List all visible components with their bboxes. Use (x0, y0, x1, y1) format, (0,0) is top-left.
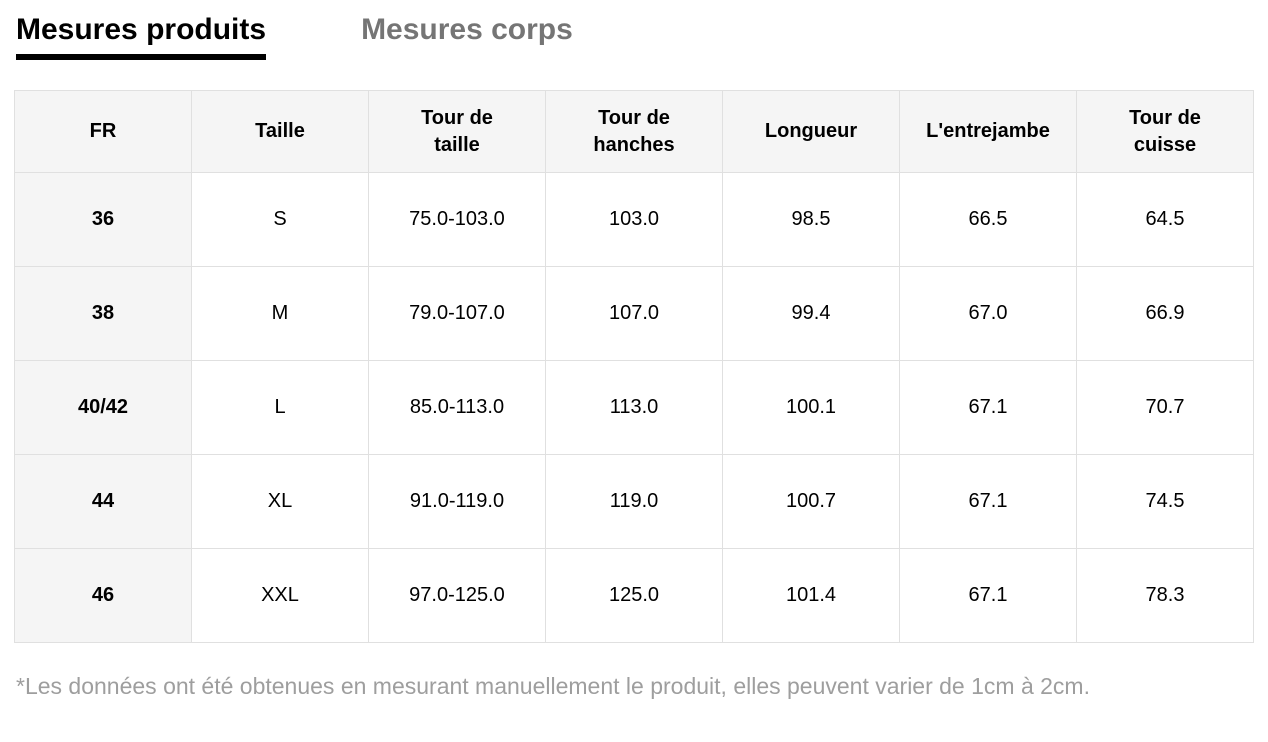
measurement-cell: 66.9 (1076, 266, 1254, 361)
measurement-cell: 100.7 (722, 454, 900, 549)
table-header: FR Taille Tour de taille Tour de hanches Lon… (14, 90, 1254, 173)
measurement-cell: 70.7 (1076, 360, 1254, 455)
measurement-cell: 125.0 (545, 548, 723, 643)
measurement-cell: 67.1 (899, 454, 1077, 549)
column-header: Taille (191, 90, 369, 173)
measurement-cell: 64.5 (1076, 172, 1254, 267)
measurement-cell: 98.5 (722, 172, 900, 267)
measurement-cell: 91.0-119.0 (368, 454, 546, 549)
tab-mesures-corps[interactable]: Mesures corps (361, 13, 573, 46)
column-header: FR (14, 90, 192, 173)
measurement-cell: XL (191, 454, 369, 549)
table-row: 36 S 75.0-103.0 103.0 98.5 66.5 64.5 (14, 172, 1254, 267)
measurement-cell: 113.0 (545, 360, 723, 455)
tab-mesures-produits[interactable]: Mesures produits (16, 12, 267, 60)
measurement-cell: 119.0 (545, 454, 723, 549)
measurement-cell: 97.0-125.0 (368, 548, 546, 643)
measurement-cell: 85.0-113.0 (368, 360, 546, 455)
measurement-cell: S (191, 172, 369, 267)
measurement-cell: 66.5 (899, 172, 1077, 267)
table-row: 40/42 L 85.0-113.0 113.0 100.1 67.1 70.7 (14, 360, 1254, 455)
measurement-cell: XXL (191, 548, 369, 643)
column-header: Longueur (722, 90, 900, 173)
measurement-cell: 79.0-107.0 (368, 266, 546, 361)
measurement-cell: 100.1 (722, 360, 900, 455)
measurement-cell: 103.0 (545, 172, 723, 267)
size-row-label: 36 (14, 172, 192, 267)
tab-bar: Mesures produits Mesures corps (14, 12, 1254, 60)
size-row-label: 40/42 (14, 360, 192, 455)
column-header: Tour de taille (368, 90, 546, 173)
size-row-label: 46 (14, 548, 192, 643)
column-header: Tour de cuisse (1076, 90, 1254, 173)
column-header: Tour de hanches (545, 90, 723, 173)
table-row: 38 M 79.0-107.0 107.0 99.4 67.0 66.9 (14, 266, 1254, 361)
measurement-cell: 99.4 (722, 266, 900, 361)
measurement-cell: 107.0 (545, 266, 723, 361)
table-body: 36 S 75.0-103.0 103.0 98.5 66.5 64.5 38 M 79.0-10… (14, 172, 1254, 643)
measurement-cell: 78.3 (1076, 548, 1254, 643)
measurement-cell: 67.1 (899, 548, 1077, 643)
measurement-cell: 67.1 (899, 360, 1077, 455)
table-header-row: FR Taille Tour de taille Tour de hanches Lon… (14, 90, 1254, 173)
measurement-cell: 74.5 (1076, 454, 1254, 549)
table-row: 44 XL 91.0-119.0 119.0 100.7 67.1 74.5 (14, 454, 1254, 549)
column-header: L'entrejambe (899, 90, 1077, 173)
measurement-cell: 101.4 (722, 548, 900, 643)
table-row: 46 XXL 97.0-125.0 125.0 101.4 67.1 78.3 (14, 548, 1254, 643)
size-row-label: 38 (14, 266, 192, 361)
measurement-disclaimer: *Les données ont été obtenues en mesuran… (16, 673, 1090, 699)
measurement-cell: M (191, 266, 369, 361)
size-row-label: 44 (14, 454, 192, 549)
size-measurements-table: FR Taille Tour de taille Tour de hanches Lon… (14, 90, 1254, 643)
measurement-cell: 75.0-103.0 (368, 172, 546, 267)
measurement-cell: 67.0 (899, 266, 1077, 361)
measurement-cell: L (191, 360, 369, 455)
size-guide-panel: Mesures produits Mesures corps FR Taille T… (14, 12, 1254, 699)
